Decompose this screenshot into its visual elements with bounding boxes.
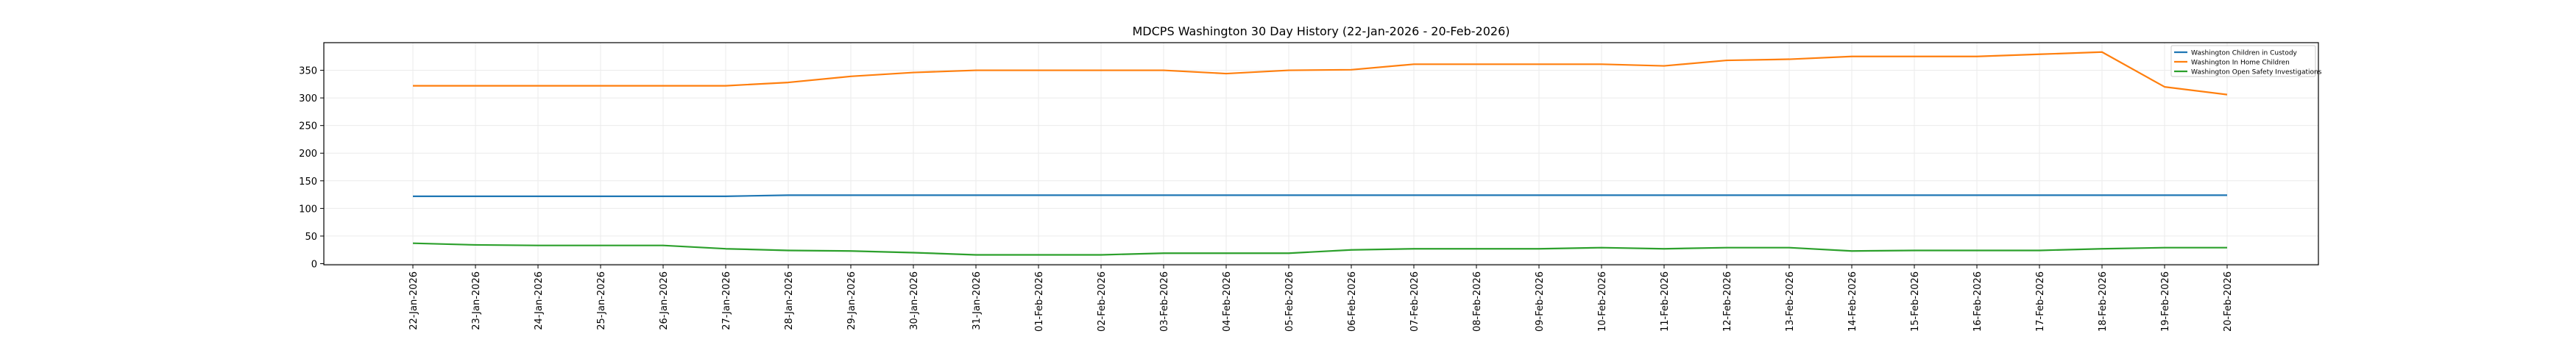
chart-title: MDCPS Washington 30 Day History (22-Jan-… — [1133, 24, 1510, 38]
x-tick-label: 30-Jan-2026 — [909, 271, 920, 330]
plot-frame — [323, 42, 2319, 266]
legend-box — [2170, 45, 2316, 77]
x-tick-label: 06-Feb-2026 — [1347, 271, 1358, 332]
x-tick-label: 08-Feb-2026 — [1472, 271, 1483, 332]
x-tick-label: 05-Feb-2026 — [1284, 271, 1295, 332]
x-axis: 22-Jan-2026 23-Jan-2026 24-Jan-2026 25-Jan-… — [408, 265, 2234, 332]
x-tick-label: 14-Feb-2026 — [1847, 271, 1858, 332]
x-tick-label: 13-Feb-2026 — [1785, 271, 1796, 332]
y-tick-label: 150 — [299, 177, 317, 188]
x-tick-label: 15-Feb-2026 — [1910, 271, 1921, 332]
x-tick-label: 26-Jan-2026 — [659, 271, 670, 330]
x-tick-label: 25-Jan-2026 — [596, 271, 607, 330]
x-tick-label: 07-Feb-2026 — [1409, 271, 1420, 332]
series-line-1 — [413, 194, 2227, 197]
y-axis: 0 50 100 150 200 250 300 350 — [299, 66, 324, 270]
series-line-2 — [413, 51, 2228, 96]
y-tick-label: 350 — [299, 66, 317, 77]
y-tick-label: 50 — [305, 232, 317, 243]
y-tick-label: 250 — [299, 121, 317, 132]
x-tick-label: 17-Feb-2026 — [2035, 271, 2046, 332]
x-tick-label: 03-Feb-2026 — [1159, 271, 1170, 332]
legend-label: Washington Children in Custody — [2191, 50, 2298, 57]
x-tick-label: 18-Feb-2026 — [2098, 271, 2109, 332]
x-tick-label: 27-Jan-2026 — [721, 271, 732, 330]
x-tick-label: 09-Feb-2026 — [1535, 271, 1546, 332]
legend-label: Washington Open Safety Investigations — [2191, 69, 2322, 76]
legend: Washington Children in Custody Washington… — [2170, 45, 2322, 77]
y-tick-label: 0 — [311, 259, 317, 270]
series-lines — [412, 51, 2228, 256]
y-tick-label: 200 — [299, 149, 317, 160]
x-tick-label: 16-Feb-2026 — [1972, 271, 1984, 332]
x-tick-label: 12-Feb-2026 — [1722, 271, 1733, 332]
x-tick-label: 11-Feb-2026 — [1660, 271, 1671, 332]
x-tick-label: 28-Jan-2026 — [784, 271, 795, 330]
grid — [324, 43, 2318, 265]
x-tick-label: 24-Jan-2026 — [534, 271, 545, 330]
series-line-3 — [412, 242, 2227, 256]
x-tick-label: 22-Jan-2026 — [408, 271, 420, 330]
x-tick-label: 31-Jan-2026 — [972, 271, 983, 330]
x-tick-label: 01-Feb-2026 — [1034, 271, 1045, 332]
legend-label: Washington In Home Children — [2191, 60, 2290, 67]
x-tick-label: 19-Feb-2026 — [2160, 271, 2171, 332]
y-tick-label: 300 — [299, 93, 317, 104]
x-tick-label: 29-Jan-2026 — [846, 271, 857, 330]
x-tick-label: 20-Feb-2026 — [2223, 271, 2234, 332]
x-tick-label: 02-Feb-2026 — [1097, 271, 1108, 332]
x-tick-label: 10-Feb-2026 — [1597, 271, 1608, 332]
x-tick-label: 23-Jan-2026 — [471, 271, 482, 330]
x-tick-label: 04-Feb-2026 — [1222, 271, 1233, 332]
y-tick-label: 100 — [299, 204, 317, 215]
